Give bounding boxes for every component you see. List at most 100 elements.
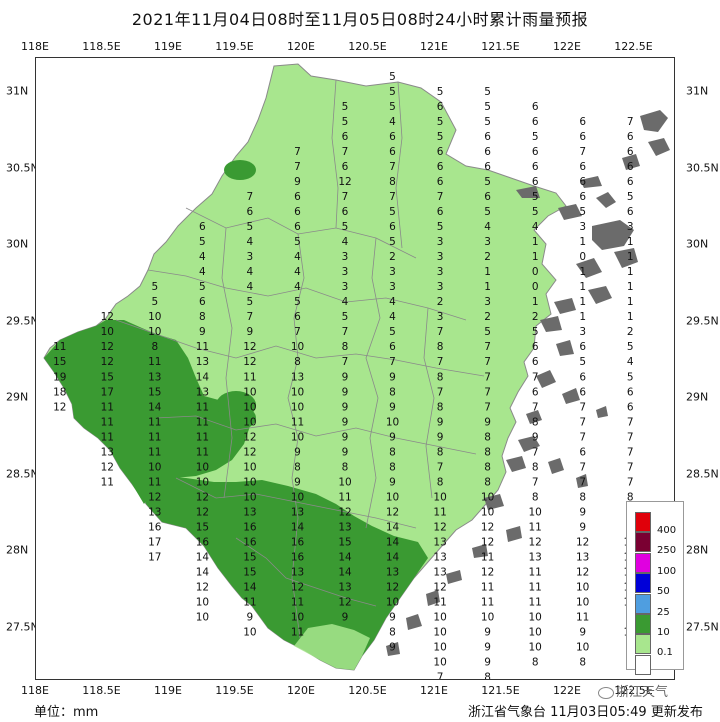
rainfall-value: 11 [529, 596, 542, 608]
rainfall-value: 10 [101, 326, 114, 338]
rainfall-value: 10 [529, 642, 542, 654]
rainfall-value: 10 [386, 596, 399, 608]
heavy-rain-patch-central-2 [232, 408, 256, 428]
rainfall-value: 5 [627, 341, 634, 353]
rainfall-value: 8 [437, 446, 444, 458]
rainfall-value: 6 [532, 176, 539, 188]
rainfall-value: 2 [484, 311, 491, 323]
rainfall-value: 8 [484, 446, 491, 458]
legend-label: 250 [657, 545, 677, 557]
rainfall-value: 11 [529, 581, 542, 593]
rainfall-value: 15 [101, 371, 114, 383]
rainfall-value: 12 [291, 581, 304, 593]
rainfall-value: 13 [338, 521, 351, 533]
rainfall-value: 7 [389, 161, 396, 173]
rainfall-value: 11 [101, 476, 114, 488]
lat-label-left: 31N [6, 84, 29, 98]
rainfall-value: 10 [148, 326, 161, 338]
rainfall-value: 6 [579, 191, 586, 203]
rainfall-values: 5 5 5 5 5 5 6 5 6 5 4 5 5 6 6 7 6 6 5 6 5 6 6 7 7 6 6 6 6 7 6 7 6 7 6 6 6 6 6 9… [53, 71, 637, 684]
rainfall-value: 5 [437, 221, 444, 233]
rainfall-value: 8 [437, 371, 444, 383]
rainfall-value: 13 [196, 386, 209, 398]
rainfall-value: 9 [342, 401, 349, 413]
rainfall-value: 13 [529, 551, 542, 563]
rainfall-value: 7 [627, 416, 634, 428]
rainfall-value: 9 [484, 416, 491, 428]
rainfall-value: 12 [243, 356, 256, 368]
rainfall-value: 3 [627, 221, 634, 233]
rainfall-value: 5 [199, 281, 206, 293]
lat-label-left: 30N [6, 237, 29, 251]
rainfall-value: 10 [196, 461, 209, 473]
rainfall-value: 5 [389, 71, 396, 83]
rainfall-value: 8 [579, 491, 586, 503]
rainfall-value: 7 [532, 371, 539, 383]
lon-label-bottom: 121.5E [481, 684, 520, 697]
rainfall-value: 10 [433, 611, 446, 623]
rainfall-value: 11 [291, 416, 304, 428]
rainfall-value: 12 [243, 431, 256, 443]
rainfall-value: 6 [342, 161, 349, 173]
rainfall-value: 7 [342, 356, 349, 368]
legend-swatch [635, 573, 651, 594]
rainfall-value: 10 [576, 596, 589, 608]
rainfall-value: 11 [196, 341, 209, 353]
map-frame: 5 5 5 5 5 5 6 5 6 5 4 5 5 6 6 7 6 6 5 6 5 6 6 7 7 6 6 6 6 7 6 7 6 7 6 6 6 6 6 9… [35, 57, 675, 684]
heavy-rain-area-south [140, 476, 428, 670]
watermark: 浙江天气 [598, 681, 668, 700]
rainfall-value: 6 [627, 161, 634, 173]
lon-label-top: 122E [553, 40, 581, 53]
rainfall-value: 17 [101, 386, 114, 398]
rainfall-value: 11 [338, 491, 351, 503]
rainfall-value: 7 [342, 326, 349, 338]
rainfall-value: 12 [481, 566, 494, 578]
rainfall-value: 5 [484, 326, 491, 338]
rainfall-value: 0 [532, 266, 539, 278]
rainfall-value: 6 [484, 191, 491, 203]
rainfall-value: 6 [199, 296, 206, 308]
rainfall-value: 5 [579, 356, 586, 368]
rainfall-value: 9 [389, 371, 396, 383]
rainfall-value: 15 [243, 551, 256, 563]
rainfall-value: 12 [433, 521, 446, 533]
rainfall-value: 11 [433, 506, 446, 518]
rainfall-value: 10 [291, 401, 304, 413]
rainfall-value: 11 [576, 611, 589, 623]
rainfall-value: 12 [101, 341, 114, 353]
rainfall-value: 11 [148, 446, 161, 458]
rainfall-value: 7 [484, 356, 491, 368]
rainfall-value: 10 [529, 627, 542, 639]
rainfall-value: 16 [291, 551, 305, 563]
rainfall-value: 18 [53, 386, 66, 398]
rainfall-value: 11 [53, 341, 66, 353]
rainfall-value: 7 [342, 191, 349, 203]
rainfall-value: 10 [481, 506, 494, 518]
rainfall-value: 7 [484, 371, 491, 383]
rainfall-value: 9 [294, 446, 301, 458]
rainfall-value: 8 [484, 476, 491, 488]
rainfall-value: 1 [579, 266, 586, 278]
rainfall-value: 16 [243, 521, 257, 533]
rainfall-value: 8 [532, 416, 539, 428]
rainfall-value: 5 [342, 116, 349, 128]
rainfall-value: 12 [101, 311, 114, 323]
rainfall-value: 8 [532, 657, 539, 669]
rainfall-value: 7 [484, 386, 491, 398]
rainfall-value: 4 [294, 266, 301, 278]
rainfall-value: 5 [484, 176, 491, 188]
map-title: 2021年11月04日08时至11月05日08时24小时累计雨量预报 [131, 10, 589, 29]
rainfall-value: 5 [579, 206, 586, 218]
rainfall-value: 1 [627, 281, 634, 293]
rainfall-value: 5 [247, 296, 254, 308]
lon-label-top: 119.5E [215, 40, 254, 53]
lon-label-top: 121E [420, 40, 448, 53]
rainfall-value: 6 [627, 386, 634, 398]
rainfall-value: 5 [437, 86, 444, 98]
rainfall-value: 11 [196, 431, 209, 443]
rainfall-value: 7 [627, 476, 634, 488]
legend-item: 25 [635, 593, 689, 618]
lat-label-right: 30N [686, 237, 709, 251]
rainfall-value: 11 [433, 596, 446, 608]
rainfall-value: 9 [579, 521, 586, 533]
